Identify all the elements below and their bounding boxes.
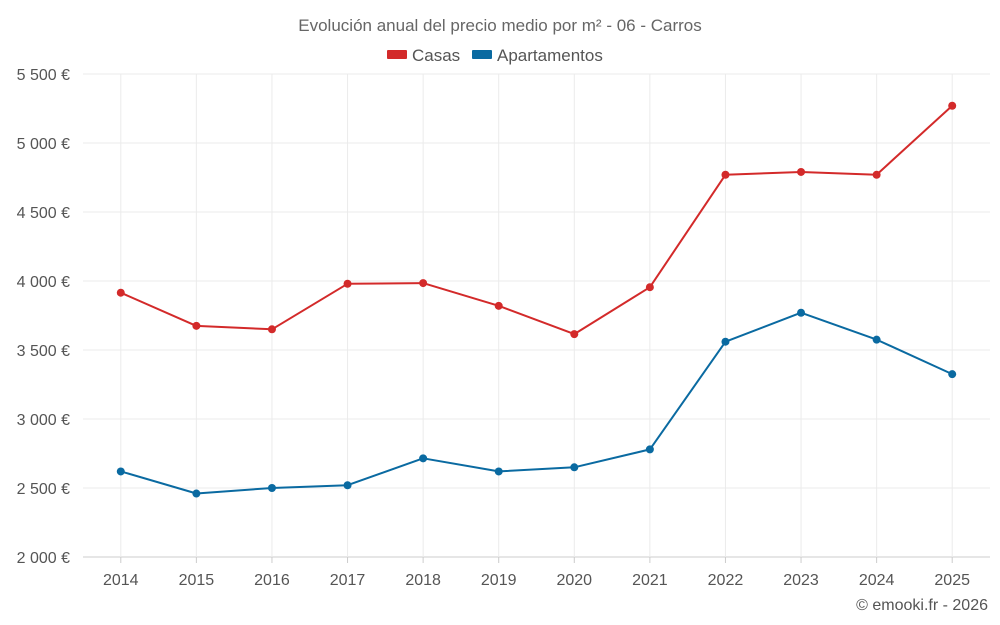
data-point-apartamentos[interactable]: [948, 370, 957, 379]
x-tick-label: 2025: [934, 572, 970, 589]
series-line-apartamentos: [120, 311, 953, 495]
data-point-apartamentos[interactable]: [721, 337, 730, 346]
data-point-apartamentos[interactable]: [419, 454, 428, 463]
data-point-apartamentos[interactable]: [645, 445, 654, 454]
y-tick-label: 3 500 €: [17, 343, 70, 360]
y-tick-label: 2 500 €: [17, 481, 70, 498]
x-tick-label: 2024: [859, 572, 895, 589]
legend-item-casas[interactable]: Casas: [387, 46, 460, 65]
x-tick-label: 2014: [103, 572, 139, 589]
y-tick-label: 2 000 €: [17, 550, 70, 567]
legend-swatch-apartamentos: [472, 50, 492, 59]
data-point-casas[interactable]: [192, 321, 201, 330]
data-point-casas[interactable]: [797, 167, 806, 176]
data-point-casas[interactable]: [570, 330, 579, 339]
data-point-apartamentos[interactable]: [570, 463, 579, 472]
x-tick-label: 2023: [783, 572, 819, 589]
y-tick-label: 3 000 €: [17, 412, 70, 429]
data-point-casas[interactable]: [267, 325, 276, 334]
series-line-casas: [120, 104, 953, 336]
data-point-casas[interactable]: [645, 283, 654, 292]
data-point-apartamentos[interactable]: [192, 489, 201, 498]
legend-label-apartamentos: Apartamentos: [497, 46, 603, 65]
data-point-casas[interactable]: [494, 301, 503, 310]
x-tick-label: 2016: [254, 572, 290, 589]
data-point-casas[interactable]: [948, 101, 957, 110]
legend-item-apartamentos[interactable]: Apartamentos: [472, 46, 603, 65]
data-point-apartamentos[interactable]: [797, 308, 806, 317]
series: [116, 101, 957, 498]
chart-title: Evolución anual del precio medio por m² …: [298, 16, 701, 35]
x-tick-label: 2021: [632, 572, 668, 589]
data-point-casas[interactable]: [419, 279, 428, 288]
data-point-casas[interactable]: [721, 170, 730, 179]
credit-text: © emooki.fr - 2026: [856, 597, 988, 614]
data-point-apartamentos[interactable]: [872, 335, 881, 344]
data-point-apartamentos[interactable]: [116, 467, 125, 476]
legend-label-casas: Casas: [412, 46, 460, 65]
data-point-apartamentos[interactable]: [267, 484, 276, 492]
x-tick-label: 2019: [481, 572, 517, 589]
grid: [83, 73, 990, 563]
x-axis: 2014 2015 2016 2017 2018 2019 2020 2021 2022 2023…: [103, 572, 970, 589]
legend: Casas Apartamentos: [387, 46, 603, 65]
x-tick-label: 2017: [330, 572, 366, 589]
y-tick-label: 4 500 €: [17, 205, 70, 222]
y-axis: 2 000 € 2 500 € 3 000 € 3 500 € 4 000 € 4 500…: [17, 67, 70, 567]
x-tick-label: 2020: [556, 572, 592, 589]
y-tick-label: 5 000 €: [17, 136, 70, 153]
y-tick-label: 4 000 €: [17, 274, 70, 291]
x-tick-label: 2022: [708, 572, 744, 589]
data-point-casas[interactable]: [343, 279, 352, 288]
data-point-apartamentos[interactable]: [343, 481, 352, 490]
y-tick-label: 5 500 €: [17, 67, 70, 84]
series-apartamentos: [116, 308, 957, 498]
x-tick-label: 2015: [179, 572, 215, 589]
legend-swatch-casas: [387, 50, 407, 59]
data-point-apartamentos[interactable]: [494, 467, 503, 476]
data-point-casas[interactable]: [872, 170, 881, 179]
x-tick-label: 2018: [405, 572, 441, 589]
series-casas: [116, 101, 957, 339]
data-point-casas[interactable]: [116, 288, 125, 297]
